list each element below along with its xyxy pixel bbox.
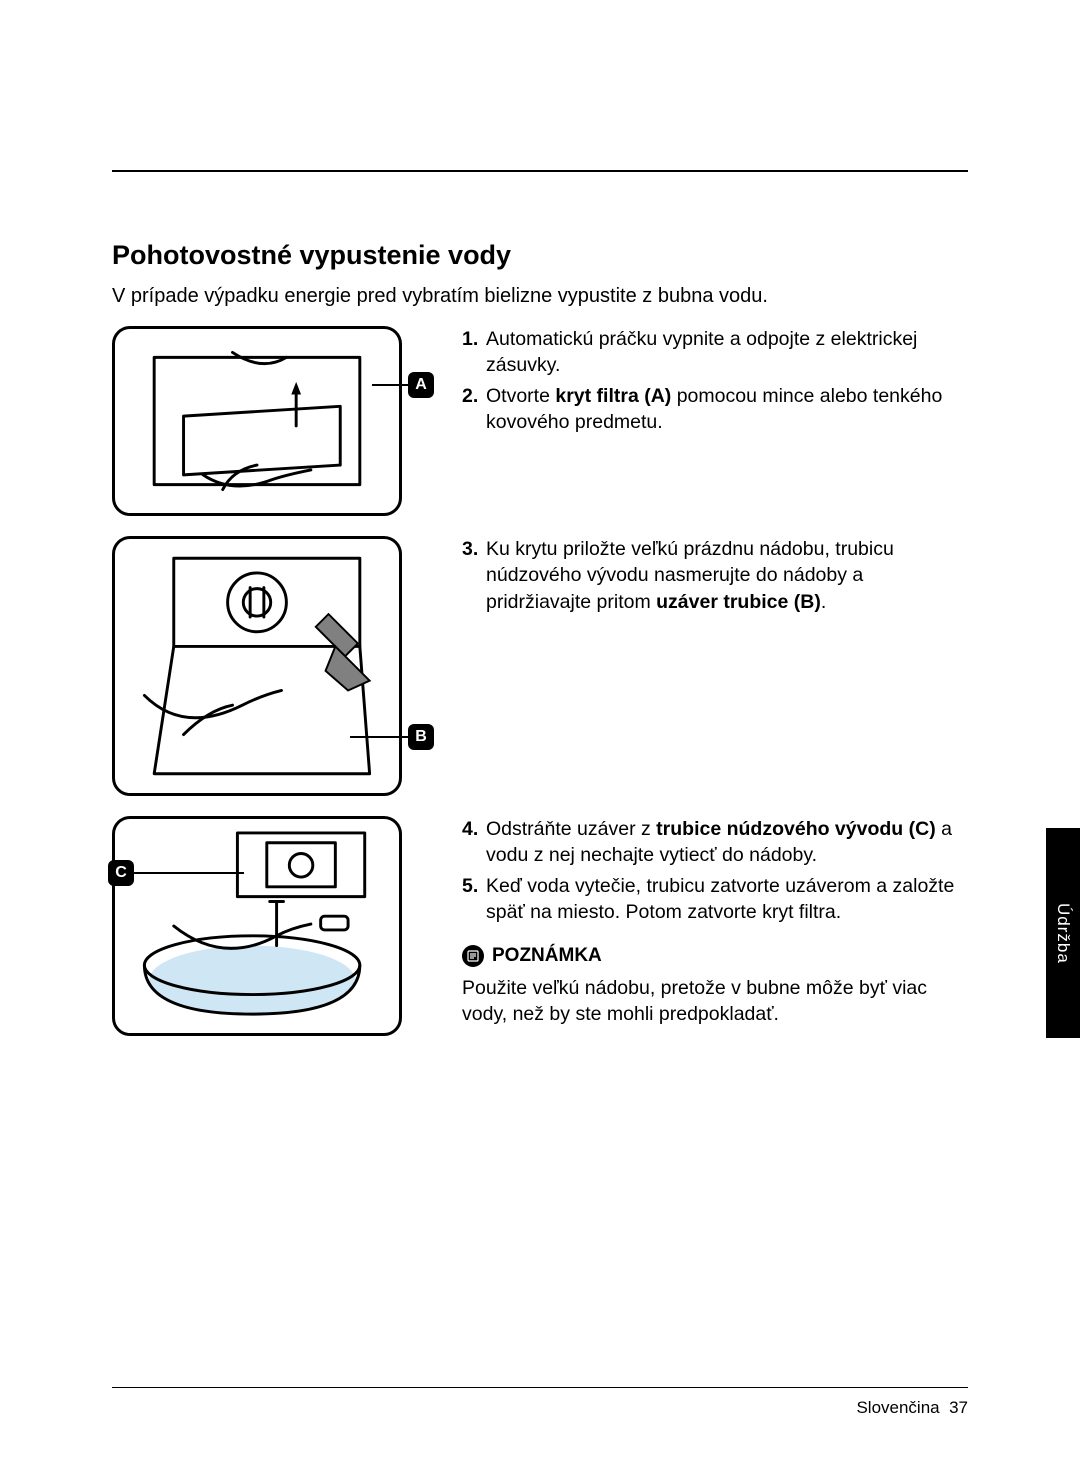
step-2-num: 2. bbox=[462, 383, 486, 436]
label-b-line bbox=[350, 736, 408, 738]
step-3-bold: uzáver trubice (B) bbox=[656, 591, 821, 613]
label-c-badge: C bbox=[108, 860, 134, 886]
figure-1 bbox=[112, 326, 402, 516]
figure-2 bbox=[112, 536, 402, 796]
step-4-bold: trubice núdzového vývodu (C) bbox=[656, 818, 936, 840]
step-4-num: 4. bbox=[462, 816, 486, 869]
step-2: 2. Otvorte kryt filtra (A) pomocou mince… bbox=[462, 383, 968, 436]
note-icon bbox=[462, 945, 484, 967]
step-2-pre: Otvorte bbox=[486, 385, 555, 407]
step-3-num: 3. bbox=[462, 536, 486, 615]
step-2-bold: kryt filtra (A) bbox=[555, 385, 671, 407]
step-4-pre: Odstráňte uzáver z bbox=[486, 818, 656, 840]
row-3: C 4. Odstráňte uzáver z trubice núdzovéh… bbox=[112, 816, 968, 1036]
step-1-text: Automatickú práčku vypnite a odpojte z e… bbox=[486, 326, 968, 379]
step-2-text: Otvorte kryt filtra (A) pomocou mince al… bbox=[486, 383, 968, 436]
figure-3 bbox=[112, 816, 402, 1036]
row-1: A 1. Automatickú práčku vypnite a odpojt… bbox=[112, 326, 968, 516]
step-1-num: 1. bbox=[462, 326, 486, 379]
page-footer: Slovenčina 37 bbox=[112, 1387, 968, 1418]
steps-3: 3. Ku krytu priložte veľkú prázdnu nádob… bbox=[462, 536, 968, 619]
side-tab-text: Údržba bbox=[1053, 903, 1073, 964]
steps-1-2: 1. Automatickú práčku vypnite a odpojte … bbox=[462, 326, 968, 439]
step-4-text: Odstráňte uzáver z trubice núdzového výv… bbox=[486, 816, 968, 869]
row-2: B 3. Ku krytu priložte veľkú prázdnu nád… bbox=[112, 536, 968, 796]
step-3-text: Ku krytu priložte veľkú prázdnu nádobu, … bbox=[486, 536, 968, 615]
step-4: 4. Odstráňte uzáver z trubice núdzového … bbox=[462, 816, 968, 869]
label-c-line bbox=[134, 872, 244, 874]
top-rule bbox=[112, 170, 968, 172]
step-3-post: . bbox=[821, 591, 826, 613]
page: Pohotovostné vypustenie vody V prípade v… bbox=[0, 0, 1080, 1476]
footer-page: 37 bbox=[949, 1398, 968, 1417]
side-tab: Údržba bbox=[1046, 828, 1080, 1038]
note-heading: POZNÁMKA bbox=[462, 943, 968, 969]
step-5-num: 5. bbox=[462, 873, 486, 926]
footer-lang: Slovenčina bbox=[856, 1398, 939, 1417]
label-a-line bbox=[372, 384, 408, 386]
note-label: POZNÁMKA bbox=[492, 943, 602, 969]
step-1: 1. Automatickú práčku vypnite a odpojte … bbox=[462, 326, 968, 379]
figure-3-wrap: C bbox=[112, 816, 462, 1036]
note-body: Použite veľkú nádobu, pretože v bubne mô… bbox=[462, 975, 968, 1028]
step-5-text: Keď voda vytečie, trubicu zatvorte uzáve… bbox=[486, 873, 968, 926]
step-3: 3. Ku krytu priložte veľkú prázdnu nádob… bbox=[462, 536, 968, 615]
label-b-badge: B bbox=[408, 724, 434, 750]
figure-1-wrap: A bbox=[112, 326, 462, 516]
step-5: 5. Keď voda vytečie, trubicu zatvorte uz… bbox=[462, 873, 968, 926]
steps-4-5: 4. Odstráňte uzáver z trubice núdzového … bbox=[462, 816, 968, 1028]
figure-2-wrap: B bbox=[112, 536, 462, 796]
label-a-badge: A bbox=[408, 372, 434, 398]
section-heading: Pohotovostné vypustenie vody bbox=[112, 240, 968, 271]
intro-text: V prípade výpadku energie pred vybratím … bbox=[112, 285, 968, 308]
